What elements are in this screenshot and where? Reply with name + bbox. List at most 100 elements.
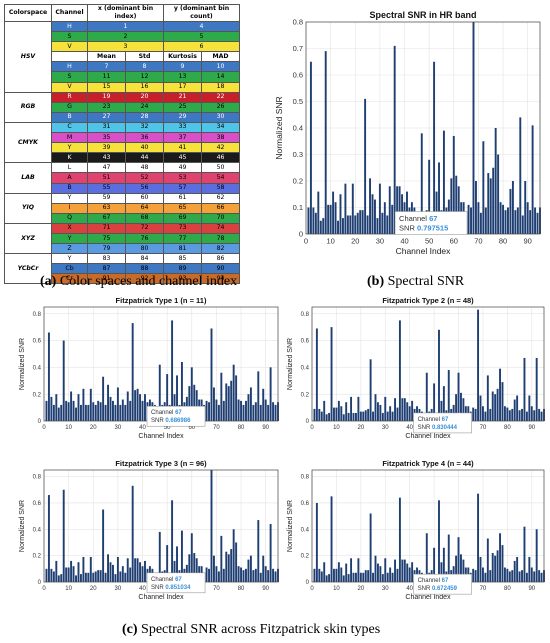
- stat-header-cell: Std: [125, 51, 164, 63]
- index-cell: 33: [163, 121, 202, 134]
- index-cell: 21: [163, 91, 202, 103]
- bar: [462, 559, 465, 582]
- index-cell: 87: [87, 263, 126, 275]
- colorspace-name: RGB: [4, 91, 52, 123]
- y-tick-label: 0.8: [301, 312, 310, 318]
- bar: [205, 567, 208, 582]
- bar: [482, 141, 485, 234]
- bar: [334, 202, 337, 234]
- bar: [347, 574, 350, 582]
- bar: [330, 496, 333, 582]
- index-cell: 39: [87, 142, 126, 154]
- bar: [474, 570, 477, 582]
- bar: [232, 364, 235, 421]
- bar: [472, 22, 475, 234]
- bar: [374, 394, 377, 421]
- index-cell: 52: [125, 172, 164, 184]
- bar: [513, 399, 516, 421]
- bar: [57, 407, 60, 421]
- bar: [242, 570, 245, 582]
- bar: [264, 399, 267, 421]
- bar: [479, 556, 482, 582]
- table-row: YIQ Y 59 60 61 62: [4, 192, 240, 224]
- bar: [252, 404, 255, 421]
- bar: [386, 572, 389, 582]
- bar: [249, 387, 252, 421]
- bar: [328, 574, 331, 582]
- bar: [97, 400, 100, 421]
- x-tick-label: 80: [499, 237, 507, 246]
- index-cell: 61: [163, 192, 202, 204]
- bar: [536, 212, 539, 234]
- bar: [79, 574, 82, 582]
- x-tick-label: 50: [425, 237, 433, 246]
- stat-header-cell: Kurtosis: [163, 51, 202, 63]
- bar: [269, 367, 272, 421]
- bar: [364, 410, 367, 421]
- bar: [481, 567, 484, 582]
- bar: [208, 568, 210, 582]
- bar: [372, 572, 375, 582]
- table-body: HSV H 1 4 S 2 5 V 3 6 Mean Std Kurtosis MAD H 7 8 9 10 S 11 1…: [4, 20, 240, 285]
- bar: [511, 181, 514, 234]
- bar: [357, 558, 360, 582]
- bar: [393, 45, 396, 234]
- index-cell: 28: [125, 111, 164, 123]
- bar: [320, 411, 323, 421]
- bar: [87, 572, 90, 582]
- index-cell: 88: [125, 263, 164, 275]
- bar: [215, 399, 218, 421]
- index-cell: 4: [163, 20, 240, 33]
- bar: [479, 395, 482, 421]
- x-tick-label: 70: [480, 425, 487, 431]
- index-cell: 76: [125, 232, 164, 245]
- bar: [507, 207, 509, 234]
- bar: [486, 375, 489, 421]
- index-cell: 32: [125, 121, 164, 134]
- bar: [259, 404, 262, 421]
- table-row: V 15 16 17 18: [5, 81, 240, 93]
- bar: [516, 556, 519, 582]
- x-tick-label: 80: [504, 586, 511, 592]
- bar: [230, 380, 233, 421]
- bar: [335, 568, 338, 582]
- chart-title: Fitzpatrick Type 1 (n = 11): [116, 296, 207, 305]
- bar: [389, 406, 392, 421]
- x-tick-label: 30: [115, 586, 122, 592]
- bar: [45, 400, 48, 421]
- x-tick-label: 20: [90, 586, 97, 592]
- x-tick-label: 50: [164, 425, 171, 431]
- bar: [210, 328, 213, 421]
- bar: [484, 411, 487, 421]
- bar: [222, 568, 225, 582]
- index-cell: 37: [163, 132, 202, 144]
- channel-cell: K: [51, 152, 88, 164]
- caption-b: (b) Spectral SNR: [367, 274, 464, 290]
- table-row: B 27 28 29 30: [5, 111, 240, 123]
- caption-a-label: (a): [40, 274, 57, 289]
- bar: [158, 531, 161, 582]
- bar: [121, 566, 124, 582]
- table-row: Cr 91 92 93 94: [5, 273, 240, 285]
- bar: [474, 181, 477, 234]
- y-tick-label: 0.2: [33, 392, 42, 398]
- y-tick-label: 0.8: [301, 475, 310, 481]
- bar: [342, 575, 345, 582]
- index-cell: 90: [201, 263, 240, 275]
- index-cell: 84: [125, 253, 164, 265]
- bar: [320, 571, 323, 582]
- index-cell: 49: [163, 162, 202, 174]
- y-tick-label: 0.6: [33, 501, 42, 507]
- bar: [352, 572, 355, 582]
- bar: [447, 370, 450, 421]
- index-cell: 58: [201, 182, 240, 194]
- bar: [249, 555, 252, 582]
- y-tick-label: 0: [38, 419, 42, 425]
- bar: [97, 570, 100, 582]
- bar: [502, 204, 505, 234]
- bar: [396, 186, 399, 234]
- bar: [60, 404, 63, 421]
- bar: [474, 408, 477, 421]
- bar: [99, 402, 102, 421]
- bar: [124, 572, 127, 582]
